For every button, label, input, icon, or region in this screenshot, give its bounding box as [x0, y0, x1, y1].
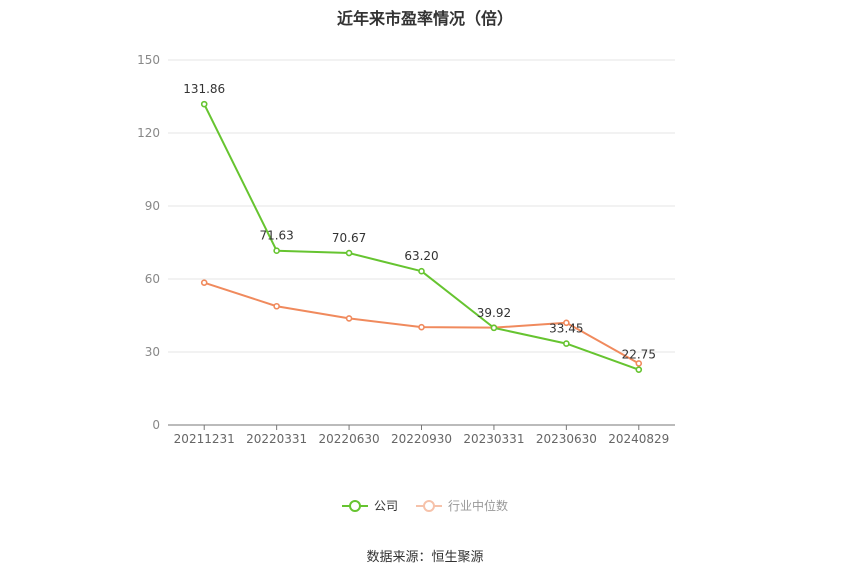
x-tick-label-20220930: 20220930: [391, 432, 452, 446]
legend-label-company: 公司: [373, 499, 398, 513]
data-label-company-20220630: 70.67: [332, 231, 366, 245]
y-tick-label-30: 30: [145, 345, 160, 359]
y-tick-label-60: 60: [145, 272, 160, 286]
legend-item-industry[interactable]: 行业中位数: [416, 497, 508, 514]
data-point-industry-20220630: [345, 315, 353, 322]
data-point-company-20211231: [200, 100, 208, 108]
data-point-industry-20230630: [563, 319, 570, 327]
x-tick-label-20230630: 20230630: [536, 432, 597, 446]
data-point-company-20240829: [635, 366, 643, 373]
y-tick-label-0: 0: [152, 418, 160, 432]
y-tick-label-120: 120: [137, 126, 160, 140]
data-point-company-20220331: [273, 247, 280, 255]
data-label-company-20211231: 131.86: [183, 82, 225, 96]
legend-swatch-company: [341, 499, 368, 513]
data-label-company-20220331: 71.63: [259, 229, 293, 243]
data-point-industry-20240829: [635, 360, 643, 367]
legend-swatch-industry: [416, 499, 442, 513]
grid-lines: [168, 59, 675, 353]
series: [200, 100, 643, 373]
y-tick-label-90: 90: [145, 199, 160, 213]
data-label-company-20240829: 22.75: [622, 348, 656, 362]
data-point-industry-20211231: [200, 279, 208, 286]
x-tick-label-20220331: 20220331: [246, 432, 307, 446]
data-label-company-20230331: 39.92: [477, 306, 511, 320]
data-point-company-20220930: [418, 267, 425, 275]
x-tick-label-20220630: 20220630: [319, 432, 380, 446]
legend: 公司 行业中位数: [0, 497, 850, 514]
data-label-company-20220930: 63.20: [404, 249, 438, 263]
x-tick-label-20211231: 20211231: [174, 432, 235, 446]
data-point-company-20220630: [345, 249, 353, 257]
data-point-industry-20220930: [418, 323, 425, 331]
axes: 0 30 60 90 120 150 20211231 20220331 20220630 202…: [137, 53, 675, 446]
data-point-industry-20220331: [273, 302, 280, 310]
y-tick-label-150: 150: [137, 53, 160, 67]
legend-label-industry: 行业中位数: [448, 499, 509, 513]
data-labels: 131.86 71.63 70.67 63.20 39.92 33.45 22.75: [183, 82, 656, 362]
data-source: 数据来源：恒生聚源: [366, 550, 484, 565]
data-point-company-20230630: [563, 340, 570, 347]
legend-item-company[interactable]: 公司: [341, 497, 398, 514]
data-label-company-20230630: 33.45: [549, 322, 583, 336]
x-tick-label-20240829: 20240829: [608, 432, 669, 446]
chart-title: 近年来市盈率情况（倍）: [336, 9, 513, 28]
data-point-company-20230331: [490, 324, 498, 332]
x-tick-label-20230331: 20230331: [463, 432, 524, 446]
